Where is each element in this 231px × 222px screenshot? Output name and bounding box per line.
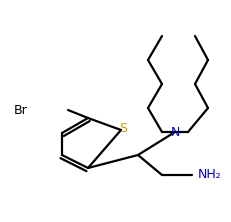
Text: Br: Br [14, 103, 28, 117]
Text: NH₂: NH₂ [197, 168, 221, 182]
Text: N: N [170, 125, 179, 139]
Text: S: S [119, 123, 126, 135]
